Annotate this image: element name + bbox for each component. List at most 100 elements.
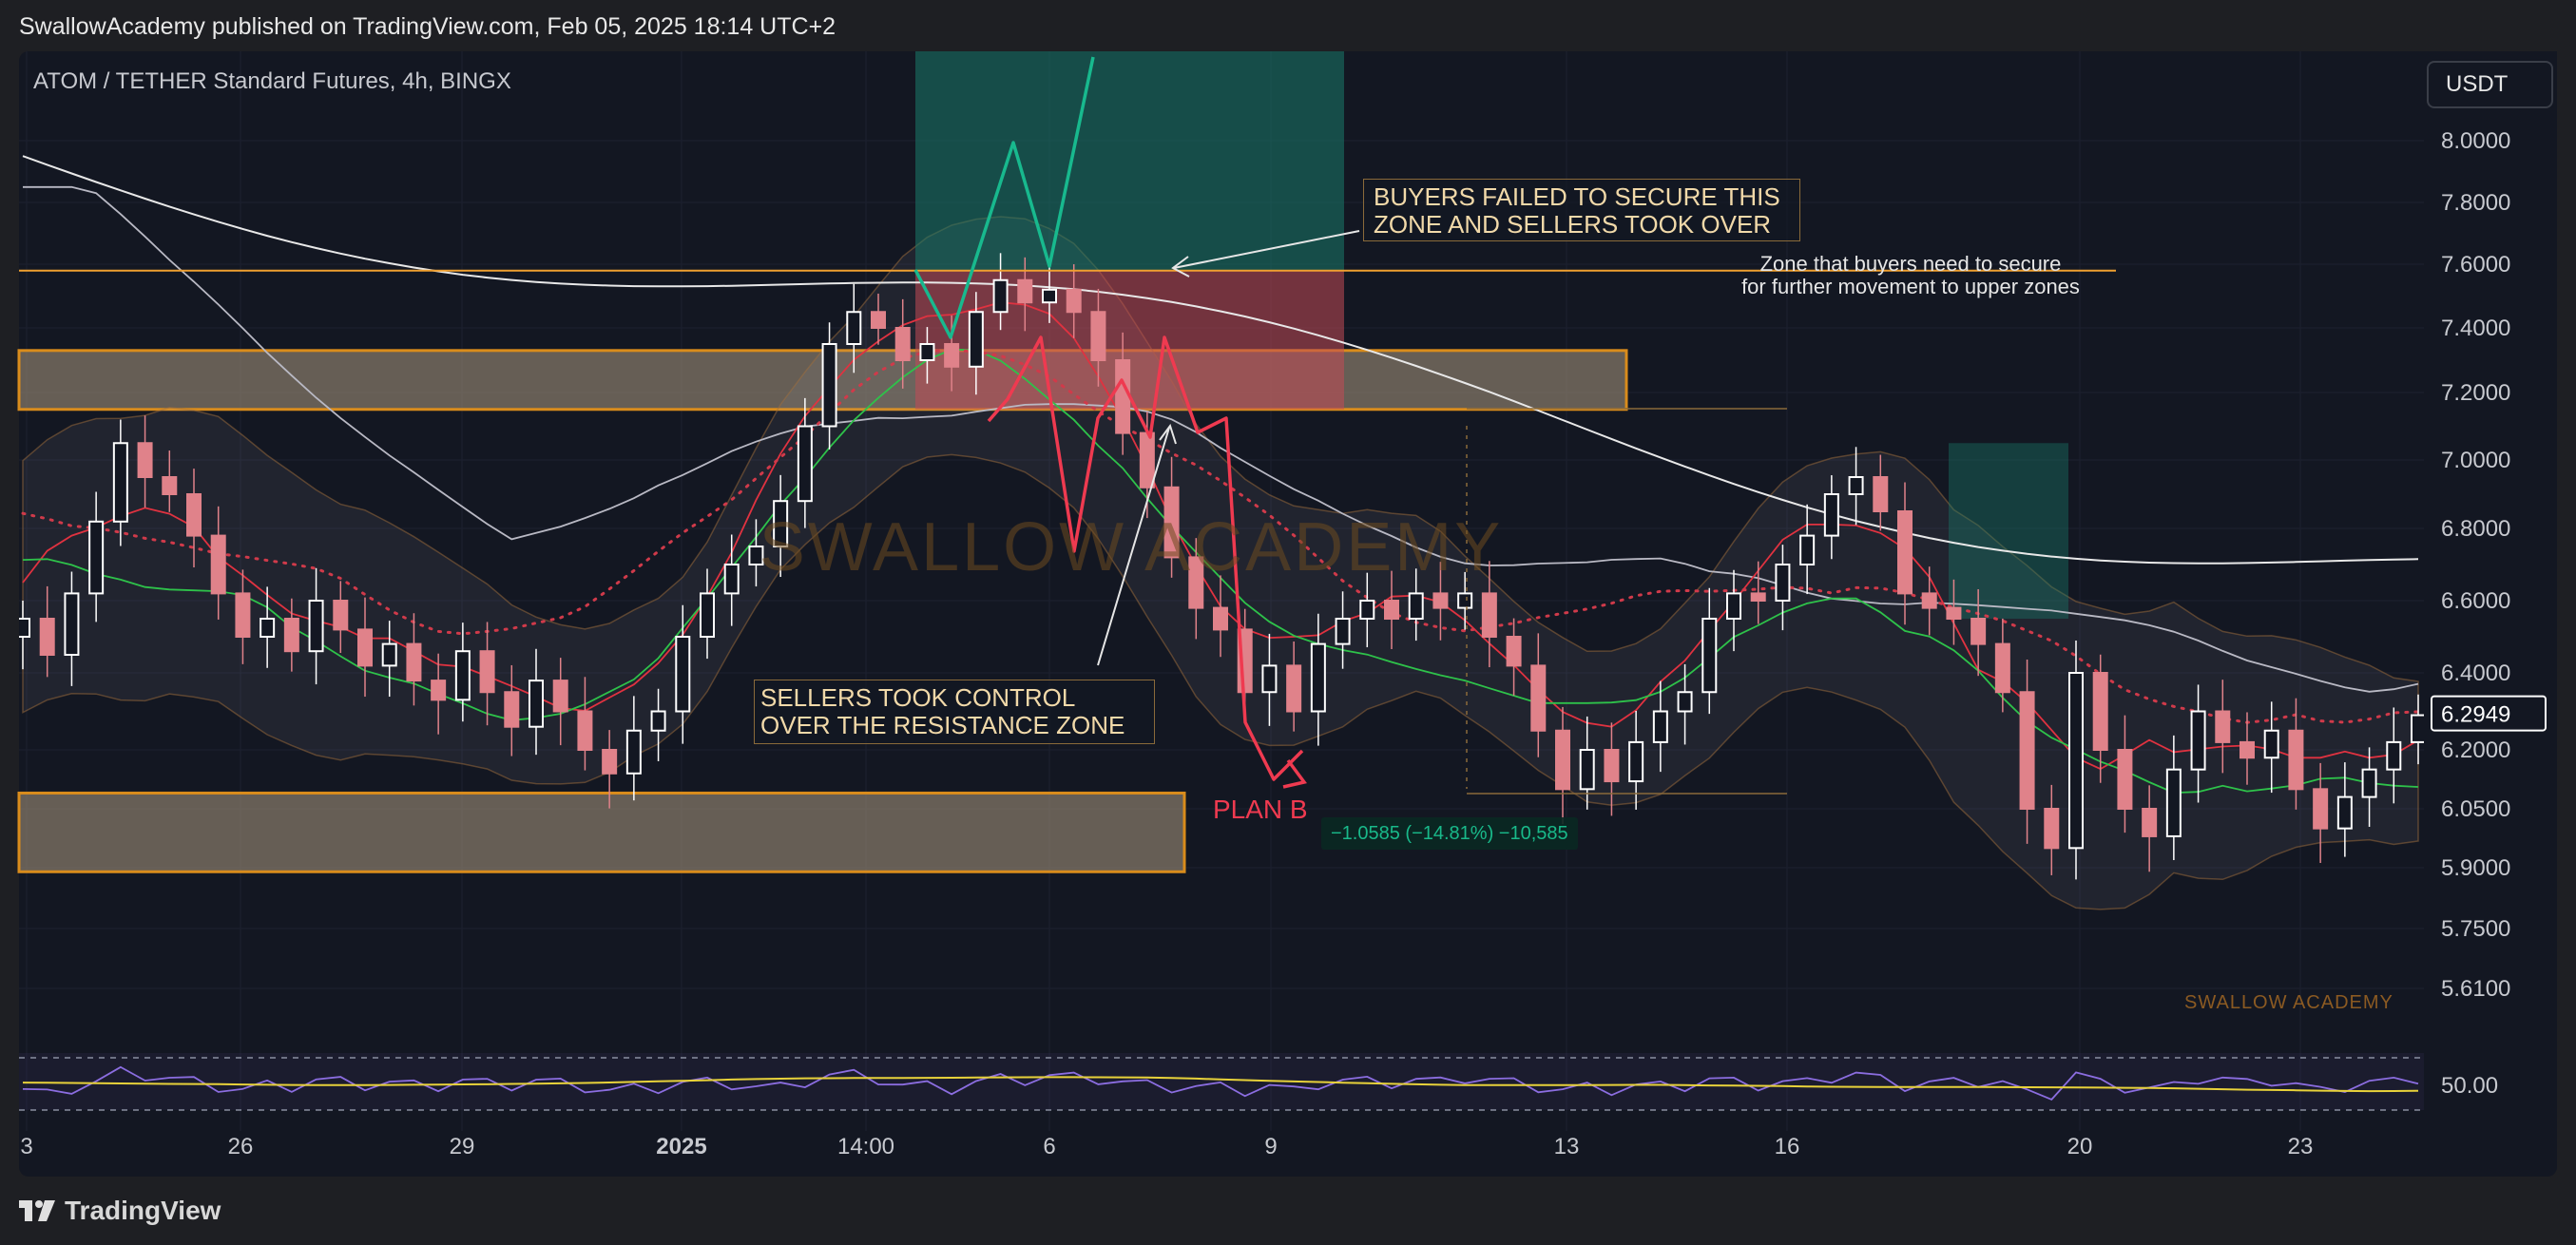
price-tick-label: 6.2000 — [2441, 737, 2510, 763]
candle-body — [1384, 600, 1399, 620]
header-bar: SwallowAcademy published on TradingView.… — [0, 0, 2576, 51]
candle-body — [19, 618, 30, 638]
price-tick-label: 5.6100 — [2441, 976, 2510, 1002]
time-tick-label: 9 — [1264, 1134, 1277, 1159]
candle-body — [797, 425, 813, 503]
sellers-took-arrow — [1097, 427, 1170, 666]
time-tick-label: 2025 — [656, 1134, 706, 1159]
candle-body — [2240, 740, 2255, 759]
candle-body — [846, 311, 862, 345]
rsi-tick-label: 50.00 — [2441, 1073, 2498, 1099]
candle-body — [1873, 476, 1889, 512]
candle-body — [210, 534, 226, 595]
price-tick-label: 7.4000 — [2441, 316, 2510, 341]
candle-body — [1970, 618, 1987, 645]
candle-body — [479, 650, 495, 694]
rsi-signal-line — [22, 1076, 2419, 1093]
candle-body — [1335, 618, 1351, 645]
plan-b-projection — [987, 335, 1304, 781]
candle-body — [333, 600, 349, 631]
candle-body — [1213, 606, 1228, 631]
time-tick-label: 23 — [2288, 1134, 2314, 1159]
candle-body — [64, 592, 80, 657]
publisher-line: SwallowAcademy published on TradingView.… — [19, 13, 836, 40]
candle-body — [2092, 672, 2108, 751]
currency-button[interactable]: USDT — [2427, 61, 2553, 108]
candle-body — [821, 343, 837, 428]
candle-body — [2361, 768, 2377, 798]
candle-body — [431, 680, 447, 701]
price-tick-label: 8.0000 — [2441, 128, 2510, 154]
candle-body — [748, 546, 764, 565]
candle-body — [2263, 729, 2279, 759]
candle-body — [1481, 592, 1497, 639]
buyers-failed-line2: ZONE AND SELLERS TOOK OVER — [1374, 210, 1772, 239]
price-axis[interactable]: 8.0000 7.8000 7.6000 7.4000 7.2000 7.0000 6.80… — [2424, 51, 2557, 1135]
candle-body — [625, 729, 642, 775]
candle-body — [88, 520, 105, 595]
plan-b-label: PLAN B — [1213, 795, 1308, 824]
candle-body — [944, 343, 960, 368]
ma-white — [22, 155, 2419, 565]
dotted-red-ma — [21, 348, 2420, 724]
candle-body — [260, 618, 276, 638]
last-price-badge — [2431, 695, 2547, 732]
candle-body — [1799, 534, 1816, 565]
candles — [19, 253, 2424, 880]
candle-body — [186, 493, 202, 537]
tradingview-logo-icon — [19, 1200, 55, 1221]
candle-body — [700, 592, 715, 639]
candle-body — [968, 311, 984, 368]
candle-body — [577, 710, 593, 751]
footer-bar — [0, 1177, 2576, 1245]
symbol-title[interactable]: ATOM / TETHER Standard Futures, 4h, BING… — [33, 68, 511, 94]
candle-body — [1286, 664, 1302, 713]
candle-body — [723, 564, 740, 595]
price-axis-bg — [2424, 51, 2557, 1135]
candle-body — [1775, 564, 1791, 602]
time-axis[interactable]: 3 26 29 2025 14:00 6 9 13 16 20 23 — [20, 1134, 2313, 1159]
support-zone — [17, 791, 1186, 873]
candle-body — [2044, 808, 2060, 850]
sellers-took-line1: SELLERS TOOK CONTROL — [760, 683, 1076, 712]
price-tick-label: 6.4000 — [2441, 661, 2510, 686]
candle-body — [773, 500, 789, 548]
buyers-failed-arrowhead — [1171, 256, 1190, 278]
price-tick-label: 5.9000 — [2441, 855, 2510, 881]
rsi-band-fill — [19, 1053, 2424, 1110]
watermark: SWALLOW ACADEMY — [759, 509, 1503, 585]
candle-body — [1946, 606, 1962, 620]
candle-body — [1017, 278, 1033, 304]
time-tick-label: 3 — [20, 1134, 32, 1159]
time-tick-label: 6 — [1043, 1134, 1055, 1159]
time-tick-label: 26 — [228, 1134, 254, 1159]
candle-body — [2313, 788, 2329, 830]
candle-body — [1408, 592, 1424, 621]
candle-body — [2411, 714, 2424, 743]
ma-gray — [23, 185, 2419, 693]
candle-body — [1115, 359, 1131, 434]
zone-secure-note: Zone that buyers need to secure for furt… — [1654, 253, 2167, 298]
candle-body — [381, 642, 397, 667]
candle-body — [137, 442, 153, 478]
candle-body — [1921, 592, 1937, 609]
candle-body — [1750, 592, 1766, 603]
tradingview-logo[interactable]: TradingView — [19, 1196, 221, 1226]
candle-body — [112, 442, 128, 523]
candle-body — [1066, 288, 1082, 314]
candle-body — [454, 650, 471, 701]
candle-body — [1261, 664, 1278, 694]
time-tick-label: 13 — [1554, 1134, 1580, 1159]
price-tick-label: 5.7500 — [2441, 916, 2510, 942]
price-tick-label: 6.6000 — [2441, 588, 2510, 614]
buyers-failed-arrow — [1173, 230, 1360, 269]
zone-secure-line1: Zone that buyers need to secure — [1759, 252, 2062, 276]
secondary-box — [1949, 443, 2068, 619]
candle-body — [1994, 642, 2010, 694]
candle-body — [1823, 493, 1839, 537]
candle-body — [1652, 710, 1668, 743]
candle-body — [308, 600, 324, 653]
candle-body — [602, 749, 618, 775]
candle-body — [235, 592, 251, 639]
